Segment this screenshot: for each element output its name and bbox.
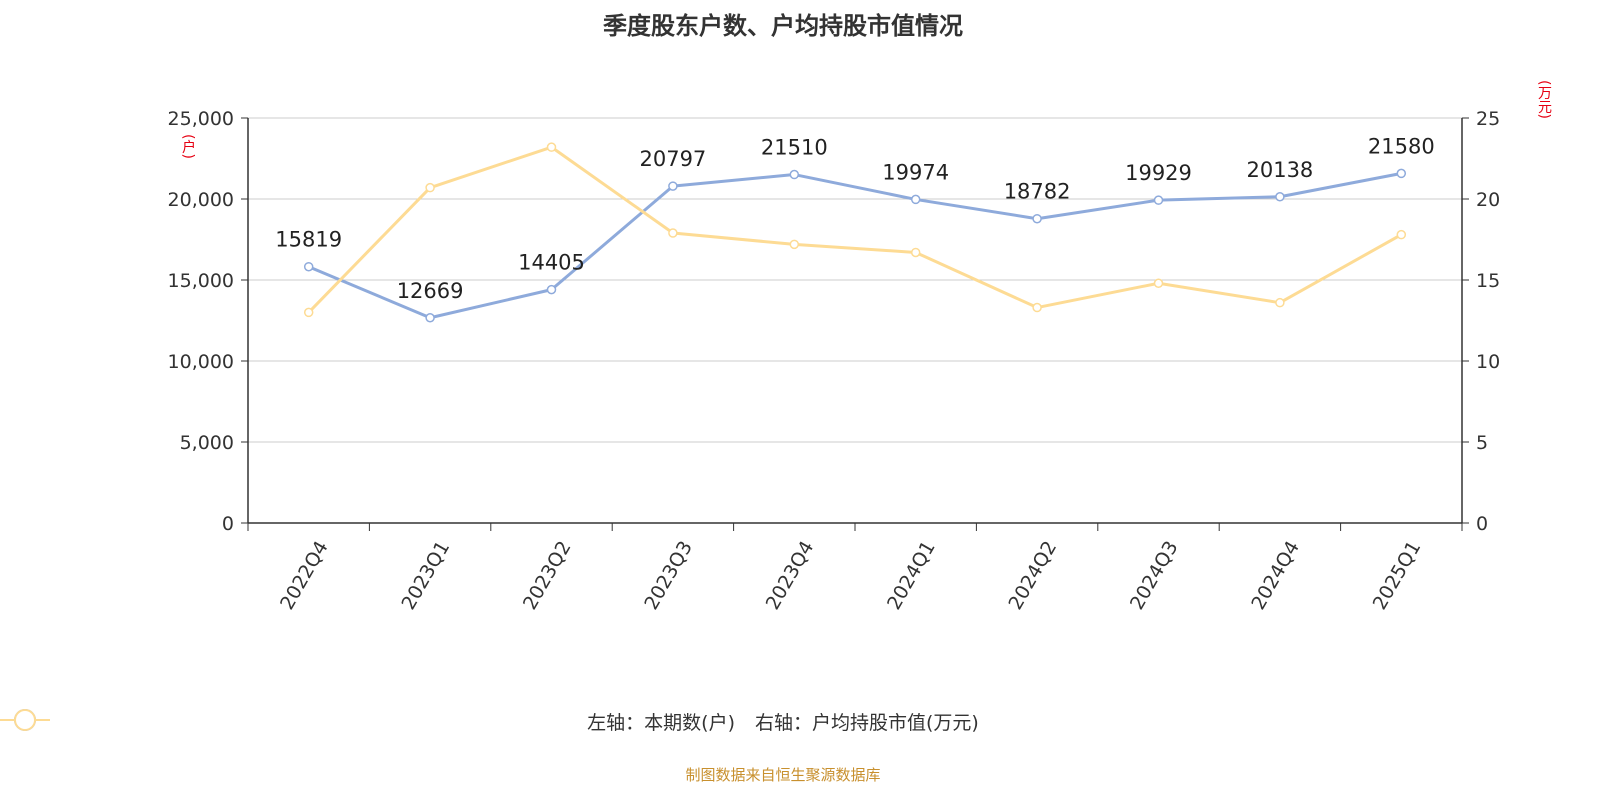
data-source-note: 制图数据来自恒生聚源数据库 xyxy=(685,766,881,784)
data-point xyxy=(1275,297,1285,308)
legend-label-avg-value: 右轴：户均持股市值(万元) xyxy=(755,712,979,734)
data-point xyxy=(303,307,314,318)
data-label: 19929 xyxy=(1125,161,1192,185)
x-axis-tick-label: 2024Q2 xyxy=(1004,537,1061,613)
x-axis-tick-label: 2024Q4 xyxy=(1247,537,1304,613)
data-point xyxy=(789,169,800,180)
data-point xyxy=(546,284,557,295)
data-point xyxy=(910,194,921,205)
right-axis-unit: (万元) xyxy=(1536,80,1552,119)
data-point xyxy=(789,239,800,250)
x-axis-tick-label: 2024Q3 xyxy=(1126,537,1183,613)
chart-title: 季度股东户数、户均持股市值情况 xyxy=(603,12,963,40)
left-axis-tick-label: 10,000 xyxy=(168,351,234,373)
data-point xyxy=(425,182,435,193)
data-label: 21580 xyxy=(1368,134,1435,158)
x-axis-tick-label: 2024Q1 xyxy=(883,537,940,613)
data-label: 18782 xyxy=(1004,180,1071,204)
data-point xyxy=(425,313,435,323)
data-point xyxy=(1153,195,1164,205)
legend-item-holders[interactable]: 左轴：本期数(户) xyxy=(0,708,735,735)
x-axis-tick-label: 2022Q4 xyxy=(276,537,333,613)
right-axis-tick-label: 15 xyxy=(1476,270,1500,292)
x-axis-tick-label: 2025Q1 xyxy=(1369,537,1426,613)
legend-line-circle-icon xyxy=(0,709,50,731)
x-axis-tick-label: 2023Q3 xyxy=(640,537,697,613)
series-line-0 xyxy=(308,171,1402,320)
left-axis-unit: (户) xyxy=(180,134,196,159)
legend-label-holders: 左轴：本期数(户) xyxy=(587,712,735,734)
x-axis-tick-label: 2023Q4 xyxy=(762,537,819,613)
data-point xyxy=(668,181,678,191)
data-point xyxy=(1032,213,1042,224)
legend-item-avg-value[interactable]: 右轴：户均持股市值(万元) xyxy=(0,708,979,735)
x-axis-tick-label: 2023Q1 xyxy=(397,537,454,613)
data-point xyxy=(1032,302,1042,313)
left-axis-tick-label: 5,000 xyxy=(180,432,234,454)
left-axis-tick-label: 15,000 xyxy=(168,270,234,292)
data-point xyxy=(1275,192,1285,202)
data-point xyxy=(668,228,678,238)
data-label: 14405 xyxy=(518,251,585,275)
right-axis-tick-label: 5 xyxy=(1476,432,1488,454)
data-point xyxy=(1396,168,1407,179)
data-point xyxy=(1153,278,1164,288)
data-point xyxy=(1396,229,1407,240)
data-point xyxy=(546,142,557,152)
data-label: 20138 xyxy=(1246,158,1313,182)
left-axis-tick-label: 20,000 xyxy=(168,189,234,211)
legend: 左轴：本期数(户) 右轴：户均持股市值(万元) xyxy=(0,708,1566,735)
right-axis-tick-label: 0 xyxy=(1476,513,1488,535)
right-axis-tick-label: 20 xyxy=(1476,189,1500,211)
series-line-1 xyxy=(307,145,1403,314)
right-axis-tick-label: 25 xyxy=(1476,108,1500,130)
data-point xyxy=(910,247,921,258)
data-label: 21510 xyxy=(761,136,828,160)
right-axis-tick-label: 10 xyxy=(1476,351,1500,373)
data-label: 20797 xyxy=(639,147,706,171)
left-axis-tick-label: 25,000 xyxy=(168,108,234,130)
x-axis-tick-label: 2023Q2 xyxy=(519,537,576,613)
data-label: 15819 xyxy=(275,228,342,252)
data-label: 12669 xyxy=(397,279,464,303)
left-axis-tick-label: 0 xyxy=(222,513,234,535)
data-label: 19974 xyxy=(882,160,949,184)
data-point xyxy=(303,261,314,272)
